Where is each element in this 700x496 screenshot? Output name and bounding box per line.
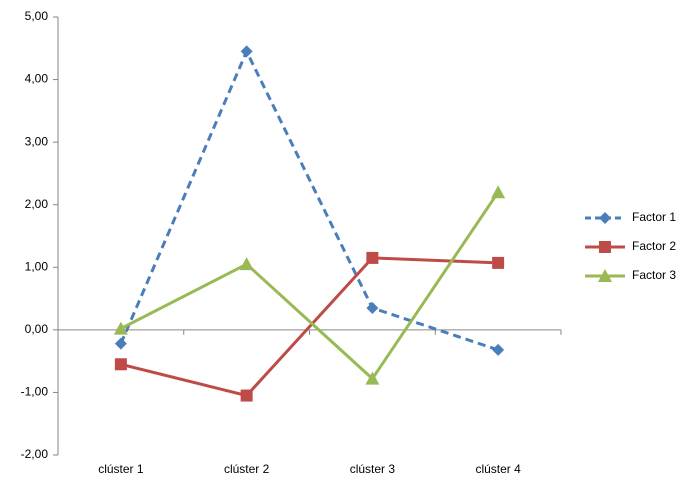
y-tick-label: 1,00 [25,259,49,273]
data-point [113,321,128,335]
data-point [114,358,127,371]
x-tick-label: clúster 4 [475,462,521,476]
data-point [240,389,253,402]
legend-label: Factor 1 [632,210,676,224]
series-line [120,191,500,381]
data-point [114,337,127,350]
legend-marker [598,269,612,282]
data-point [366,251,379,264]
y-tick-label: 5,00 [25,9,49,23]
legend-marker [599,212,611,224]
series-line [120,256,499,398]
data-point [491,185,506,199]
data-point [492,343,505,356]
y-tick-label: 4,00 [25,72,49,86]
y-tick-label: -1,00 [21,385,49,399]
y-tick-label: -2,00 [21,447,49,461]
x-tick-label: clúster 2 [224,462,270,476]
x-tick-label: clúster 3 [350,462,396,476]
legend-marker [599,241,611,253]
legend-label: Factor 3 [632,268,676,282]
y-tick-label: 3,00 [25,134,49,148]
x-tick-label: clúster 1 [98,462,144,476]
series-line [119,47,499,352]
data-point [365,371,380,385]
data-point [239,257,254,271]
y-tick-label: 0,00 [25,322,49,336]
legend-label: Factor 2 [632,239,676,253]
data-point [366,301,379,314]
y-tick-label: 2,00 [25,197,49,211]
data-point [240,45,253,58]
data-point [492,256,505,269]
